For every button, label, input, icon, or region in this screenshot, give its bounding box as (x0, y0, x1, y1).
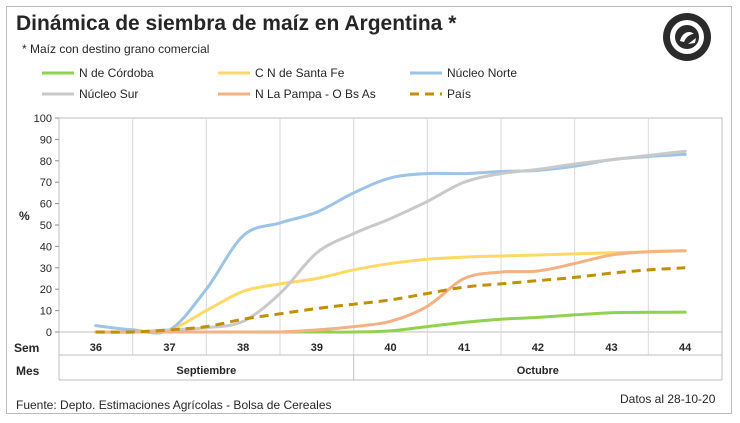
date-note: Datos al 28-10-20 (620, 392, 716, 406)
y-tick-label: 10 (40, 306, 52, 318)
chart-frame (6, 6, 732, 414)
source-note: Fuente: Depto. Estimaciones Agrícolas - … (16, 398, 332, 412)
week-tick-label: 39 (311, 342, 323, 354)
week-tick-label: 36 (90, 342, 102, 354)
series-layer (94, 149, 687, 335)
week-tick-label: 42 (532, 342, 544, 354)
week-row-label: Sem (14, 341, 39, 355)
legend-label-n-de-cordoba: N de Córdoba (79, 66, 154, 80)
y-tick-label: 0 (46, 327, 52, 339)
series-line-n-la-pampa-o-bs-as (94, 249, 687, 334)
y-axis-label: % (19, 209, 30, 223)
y-tick-label: 90 (40, 134, 52, 146)
legend-label-nucleo-norte: Núcleo Norte (447, 66, 517, 80)
x-axis: 36 37 38 39 40 41 42 43 44 Septiembre Octubre (58, 332, 723, 381)
y-tick-label: 20 (40, 284, 52, 296)
y-tick-label: 30 (40, 263, 52, 275)
week-tick-label: 37 (163, 342, 175, 354)
week-tick-label: 43 (605, 342, 617, 354)
month-label: Septiembre (176, 365, 236, 377)
series-line-nucleo-sur (94, 149, 687, 334)
week-tick-label: 38 (237, 342, 249, 354)
y-tick-label: 40 (40, 241, 52, 253)
legend-label-nucleo-sur: Núcleo Sur (79, 87, 138, 101)
y-axis: 0 10 20 30 40 50 60 70 80 90 100 (34, 113, 59, 339)
legend-label-n-la-pampa-o-bs-as: N La Pampa - O Bs As (255, 87, 376, 101)
y-tick-label: 80 (40, 156, 52, 168)
chart-title: Dinámica de siembra de maíz en Argentina… (16, 12, 457, 35)
bolsa-de-cereales-logo (663, 13, 711, 61)
week-tick-label: 44 (679, 342, 692, 354)
legend-label-pais: País (447, 87, 471, 101)
legend: N de Córdoba C N de Santa Fe Núcleo Norte N… (42, 66, 517, 101)
y-tick-label: 100 (34, 113, 52, 125)
y-tick-label: 60 (40, 199, 52, 211)
y-tick-label: 70 (40, 177, 52, 189)
chart-subtitle: * Maíz con destino grano comercial (22, 42, 210, 56)
week-tick-label: 41 (458, 342, 470, 354)
series-line-nucleo-norte (94, 152, 687, 335)
month-row-label: Mes (16, 364, 40, 378)
y-tick-label: 50 (40, 220, 52, 232)
month-label: Octubre (517, 365, 559, 377)
week-tick-label: 40 (384, 342, 396, 354)
plot-area (58, 117, 723, 333)
series-line-c-n-de-santa-fe (94, 249, 687, 334)
legend-label-c-n-de-santa-fe: C N de Santa Fe (255, 66, 345, 80)
